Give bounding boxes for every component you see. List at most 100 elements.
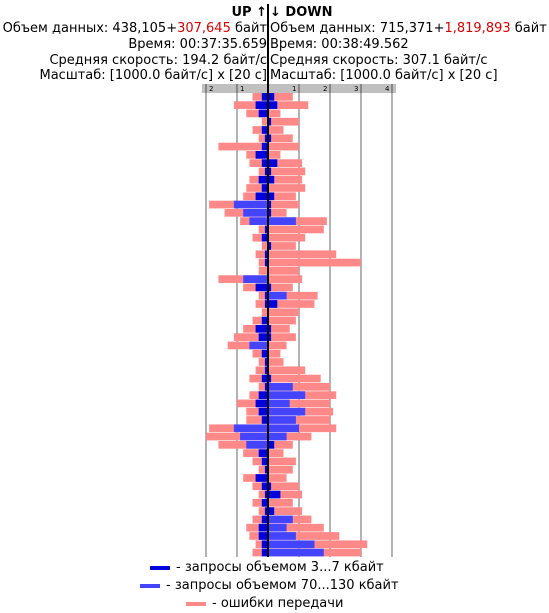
bar-down-requests <box>268 192 275 201</box>
bar-up-requests <box>264 507 268 515</box>
bar-up-requests <box>243 209 268 217</box>
bar-up-errors <box>258 383 268 391</box>
bar-down-errors <box>268 441 293 449</box>
bar-down-requests <box>268 391 306 399</box>
bar-up-errors <box>258 490 268 499</box>
bar-up-requests <box>255 151 268 159</box>
bar-down-errors <box>268 242 296 250</box>
bar-down-errors <box>268 167 306 176</box>
tick-label-up-1: 1 <box>240 85 244 93</box>
bar-down-requests <box>268 482 272 491</box>
bar-up-requests <box>233 200 268 209</box>
down-volume: Объем данных: 715,371+1,819,893 байт <box>270 21 547 37</box>
bar-down-errors <box>268 192 296 201</box>
bar-down-errors <box>268 267 299 275</box>
bar-up-errors <box>246 407 268 416</box>
bar-up-requests <box>264 225 268 234</box>
bar-down-errors <box>268 117 299 126</box>
bar-up-requests <box>261 548 268 557</box>
bar-up-errors <box>252 316 268 325</box>
bar-up-errors <box>218 441 268 449</box>
bar-up-errors <box>258 465 268 474</box>
bar-down-requests <box>268 300 278 308</box>
bar-up-errors <box>255 366 268 375</box>
bar-up-errors <box>258 225 268 234</box>
bar-up-requests <box>240 432 268 441</box>
legend-item-errors: - ошибки передачи <box>186 596 343 612</box>
bar-up-errors <box>252 233 268 242</box>
bar-down-requests <box>268 432 287 441</box>
bar-down-errors <box>268 499 293 507</box>
bar-up-errors <box>249 159 268 167</box>
bar-up-errors <box>243 449 268 457</box>
bar-down-errors <box>268 250 337 259</box>
bar-down-errors <box>268 416 330 424</box>
bar-down-errors <box>268 325 290 333</box>
bar-up-requests <box>255 399 268 408</box>
bar-up-requests <box>264 258 268 267</box>
bar-down-errors <box>268 93 293 101</box>
bar-up-errors <box>249 374 268 383</box>
bar-down-errors <box>268 275 303 283</box>
bar-down-requests <box>268 523 287 532</box>
bar-down-errors <box>268 300 315 308</box>
up-volume: Объем данных: 438,105+307,645 байт <box>3 21 267 37</box>
bar-down-errors <box>268 424 337 433</box>
down-volume-unit: байт <box>510 21 547 36</box>
bar-down-requests <box>268 217 296 225</box>
up-volume-unit: байт <box>230 21 267 36</box>
bar-up-requests <box>264 134 268 143</box>
bar-down-requests <box>268 93 275 101</box>
bar-up-requests <box>249 341 268 350</box>
bar-up-requests <box>264 465 268 474</box>
bar-down-requests <box>268 291 287 300</box>
bar-down-errors <box>268 532 340 540</box>
bar-up-requests <box>258 175 268 184</box>
bar-up-errors <box>261 117 268 126</box>
bar-down-errors <box>268 432 312 441</box>
tick-label-down-3: 3 <box>354 85 358 93</box>
bar-down-errors <box>268 209 287 217</box>
bar-up-requests <box>255 474 268 482</box>
bar-up-requests <box>264 383 268 391</box>
bar-up-errors <box>258 358 268 366</box>
bar-up-errors <box>252 126 268 134</box>
up-volume-label: Объем данных: <box>2 21 113 36</box>
bar-up-requests <box>264 366 268 375</box>
legend-swatch-large <box>140 583 160 588</box>
bar-down-requests <box>268 515 293 524</box>
bar-up-requests <box>261 416 268 424</box>
bar-down-errors <box>268 490 303 499</box>
bar-up-requests <box>258 407 268 416</box>
bar-down-errors <box>268 383 330 391</box>
legend-swatch-small <box>150 565 170 570</box>
down-speed: Средняя скорость: 307.1 байт/с <box>270 53 488 68</box>
bar-up-requests <box>249 217 268 225</box>
bar-up-errors <box>246 416 268 424</box>
bar-down-errors <box>268 341 287 350</box>
bar-up-errors <box>258 291 268 300</box>
bar-up-requests <box>264 490 268 499</box>
down-volume-plus: + <box>433 21 445 36</box>
bar-up-errors <box>252 548 268 557</box>
bar-up-requests <box>233 424 268 433</box>
bar-up-errors <box>237 399 268 408</box>
bar-up-requests <box>261 374 268 383</box>
bar-up-requests <box>246 441 268 449</box>
down-scale: Масштаб: [1000.0 байт/с] x [20 с] <box>270 68 498 83</box>
bar-up-errors <box>206 432 268 441</box>
bar-down-errors <box>268 233 306 242</box>
up-volume-plus: + <box>166 21 178 36</box>
bar-up-requests <box>261 349 268 358</box>
bar-down-errors <box>268 482 299 491</box>
bar-up-requests <box>258 532 268 540</box>
up-speed: Средняя скорость: 194.2 байт/с <box>49 53 267 68</box>
tick-label-down-4: 4 <box>385 85 390 93</box>
bar-up-requests <box>261 316 268 325</box>
bar-up-requests <box>261 126 268 134</box>
bar-up-requests <box>243 275 268 283</box>
bar-up-requests <box>264 167 268 176</box>
bar-down-requests <box>268 507 275 515</box>
bar-up-requests <box>261 515 268 524</box>
